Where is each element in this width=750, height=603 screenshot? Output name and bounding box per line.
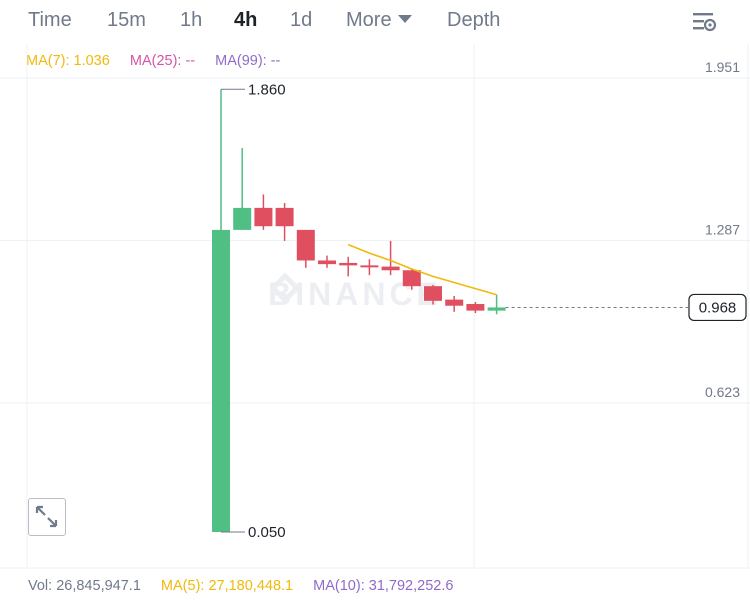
high-price-label: 1.860: [248, 81, 286, 98]
ma99-label: MA(99): --: [215, 53, 281, 69]
candle-body: [296, 229, 315, 261]
tab-time[interactable]: Time: [28, 9, 72, 31]
candle-body: [381, 266, 400, 271]
chart-marks: 1.860 0.050 0.968: [212, 81, 747, 541]
tab-1h[interactable]: 1h: [180, 9, 203, 31]
tab-more-label: More: [346, 9, 392, 31]
tab-more[interactable]: More: [346, 9, 412, 32]
chart-grid: [0, 44, 750, 569]
candle-body: [445, 299, 464, 306]
low-price-label: 0.050: [248, 524, 286, 541]
candle-body: [318, 260, 336, 265]
y-tick-label: 1.287: [705, 221, 740, 237]
volume-indicators: Vol: 26,845,947.1 MA(5): 27,180,448.1 MA…: [28, 578, 469, 594]
caret-down-icon: [397, 14, 412, 23]
ma25-label: MA(25): --: [129, 53, 196, 69]
candle-body: [233, 207, 252, 230]
last-price-tag: [688, 293, 747, 322]
candle-body: [212, 229, 230, 532]
candle-body: [275, 207, 294, 227]
tab-depth[interactable]: Depth: [447, 9, 501, 31]
ma-indicators: MA(7): 1.036 MA(25): -- MA(99): --: [26, 53, 296, 69]
ma7-line: [347, 243, 497, 296]
volume-ma5-label: MA(5): 27,180,448.1: [160, 578, 294, 594]
volume-ma10-label: MA(10): 31,792,252.6: [313, 578, 454, 594]
candle-body: [360, 265, 379, 268]
candle-body: [487, 307, 506, 311]
candle-body: [339, 262, 358, 266]
candle-body: [254, 207, 273, 227]
tab-4h[interactable]: 4h: [234, 9, 258, 31]
interval-tab-bar: Time 15m 1h 4h 1d More Depth: [0, 0, 750, 44]
expand-button[interactable]: [28, 498, 66, 536]
watermark-logo-icon: [269, 272, 301, 304]
y-tick-label: 1.951: [705, 59, 740, 75]
tab-15m[interactable]: 15m: [107, 9, 146, 31]
candle-body: [466, 304, 485, 311]
tab-1d[interactable]: 1d: [290, 9, 313, 31]
ma7-label: MA(7): 1.036: [26, 53, 110, 69]
candle-body: [424, 286, 442, 301]
y-axis-labels: 1.951 1.287 0.623: [705, 59, 740, 400]
y-tick-label: 0.623: [705, 384, 740, 400]
last-price-label: 0.968: [699, 299, 737, 316]
chart-settings-icon[interactable]: [692, 11, 716, 33]
expand-icon: [35, 505, 58, 528]
candle-body: [402, 270, 421, 287]
volume-label: Vol: 26,845,947.1: [28, 578, 141, 594]
